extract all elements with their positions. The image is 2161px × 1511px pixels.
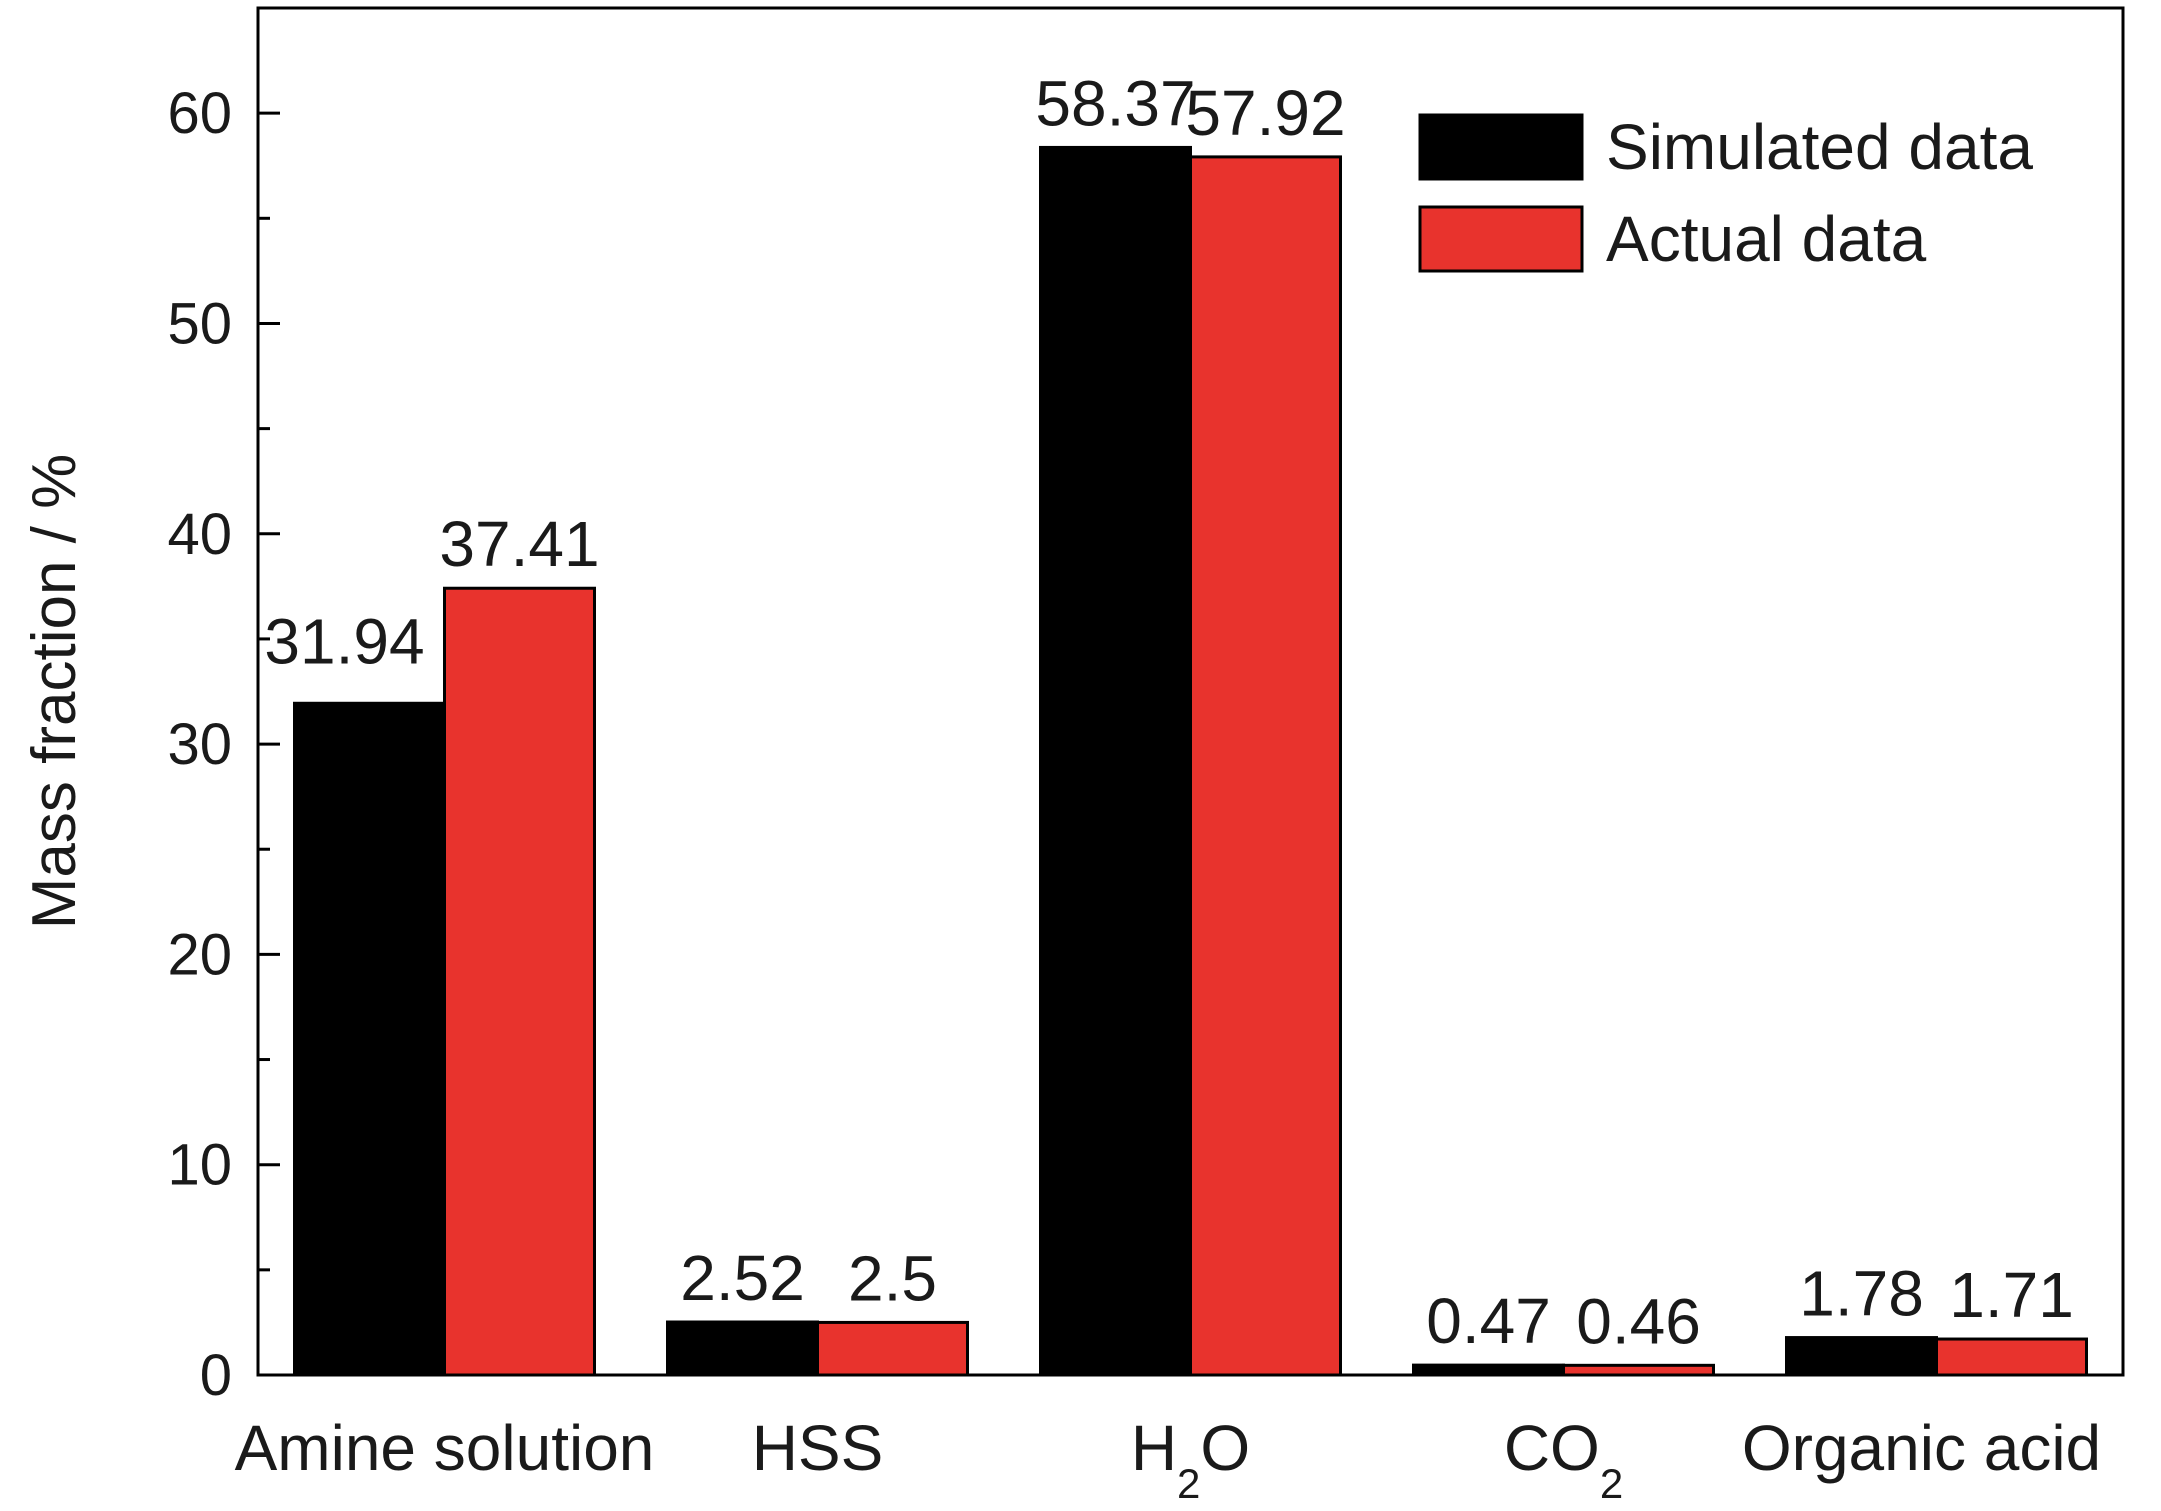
bars-layer: [293, 145, 2088, 1377]
x-category-label: H2O: [1131, 1412, 1250, 1507]
y-tick-label: 20: [167, 922, 232, 987]
bar-actual: [443, 586, 596, 1377]
y-tick-label: 0: [200, 1343, 232, 1408]
y-tick-label: 30: [167, 712, 232, 777]
value-label: 31.94: [264, 605, 424, 677]
value-label: 2.5: [848, 1242, 937, 1314]
bar-actual: [816, 1320, 969, 1377]
legend-swatch: [1418, 205, 1584, 273]
x-axis-labels: Amine solution HSS H2O CO2 Organic acid: [235, 1412, 2102, 1507]
y-axis-title: Mass fraction / %: [20, 454, 89, 929]
bar-actual: [1189, 155, 1342, 1377]
bar-simulated: [666, 1320, 819, 1377]
x-category-label: Amine solution: [235, 1412, 655, 1484]
legend-label: Simulated data: [1606, 111, 2033, 183]
x-category-label: Organic acid: [1742, 1412, 2101, 1484]
bar-simulated: [1039, 145, 1192, 1377]
legend-label: Actual data: [1606, 203, 1927, 275]
x-category-label: HSS: [752, 1412, 884, 1484]
legend-swatch: [1418, 113, 1584, 181]
y-tick-label: 50: [167, 291, 232, 356]
x-category-label: CO2: [1504, 1412, 1623, 1507]
value-label: 37.41: [439, 508, 599, 580]
value-label: 58.37: [1035, 67, 1195, 139]
bar-actual: [1935, 1337, 2088, 1377]
legend: Simulated data Actual data: [1418, 111, 2033, 275]
plot-frame: [256, 6, 2125, 1377]
value-label: 2.52: [680, 1242, 805, 1314]
value-label: 0.47: [1426, 1285, 1551, 1357]
bar-simulated: [293, 701, 446, 1377]
y-tick-label: 40: [167, 502, 232, 567]
bar-simulated: [1785, 1336, 1938, 1377]
value-label: 57.92: [1185, 77, 1345, 149]
y-axis-ticks: 0 10 20 30 40 50 60: [167, 6, 280, 1408]
value-label: 1.78: [1799, 1258, 1924, 1330]
value-label: 1.71: [1949, 1259, 2074, 1331]
value-label: 0.46: [1576, 1285, 1701, 1357]
y-tick-label: 10: [167, 1133, 232, 1198]
y-tick-label: 60: [167, 81, 232, 146]
